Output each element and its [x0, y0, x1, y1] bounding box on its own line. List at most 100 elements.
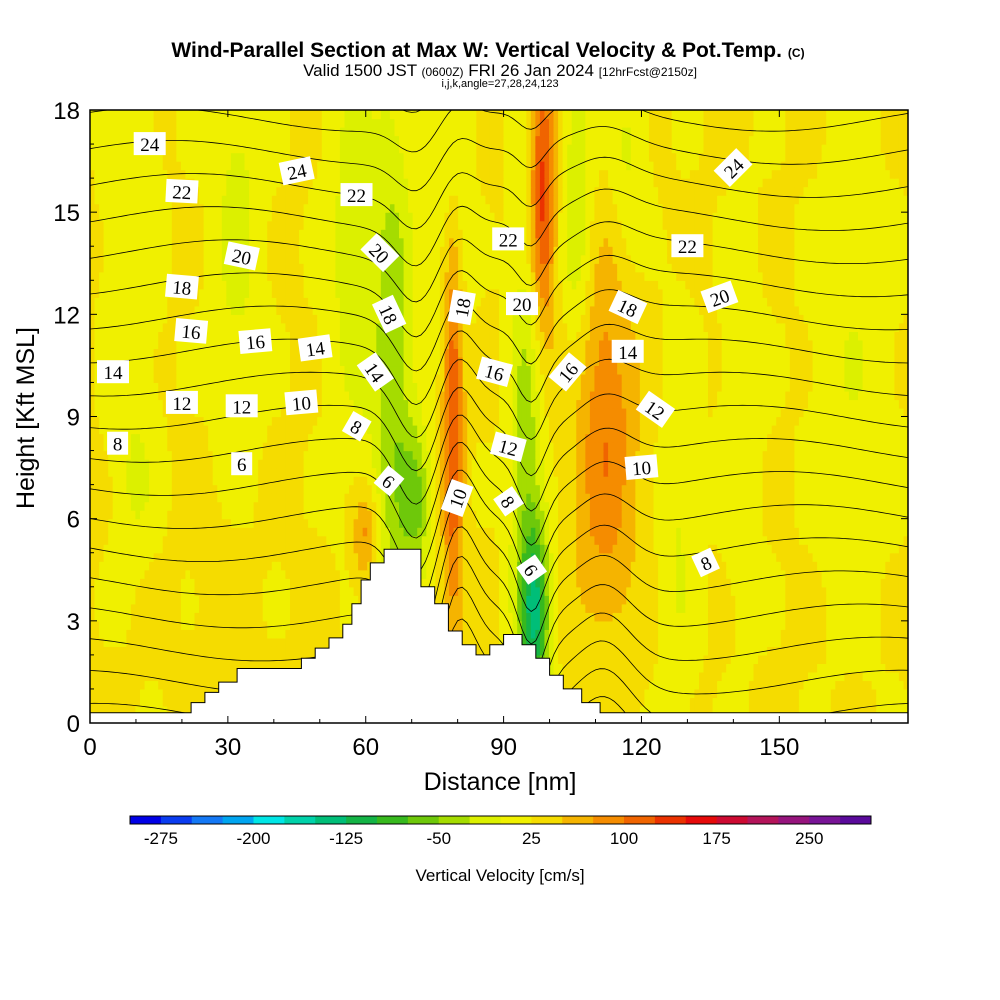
w-cell — [871, 595, 877, 605]
w-cell — [285, 552, 291, 562]
w-cell — [871, 620, 877, 630]
w-cell — [385, 510, 391, 520]
w-cell — [335, 544, 341, 554]
w-cell — [344, 501, 350, 511]
w-cell — [844, 705, 850, 716]
w-cell — [117, 629, 123, 639]
w-cell — [689, 629, 696, 639]
w-cell — [780, 501, 786, 511]
w-cell — [567, 663, 573, 673]
w-cell — [358, 561, 364, 571]
w-cell — [803, 561, 809, 571]
w-cell — [639, 535, 646, 545]
w-cell — [562, 680, 568, 690]
w-cell — [94, 493, 100, 503]
w-cell — [294, 484, 300, 494]
w-cell — [189, 595, 196, 605]
w-cell — [467, 578, 473, 588]
w-cell — [880, 637, 886, 647]
w-cell — [598, 654, 605, 664]
w-cell — [685, 544, 691, 554]
w-cell — [149, 569, 155, 579]
w-cell — [108, 654, 114, 664]
w-cell — [358, 510, 364, 520]
w-cell — [249, 552, 255, 562]
w-cell — [258, 646, 264, 656]
grid-index-line: i,j,k,angle=27,28,24,123 — [441, 78, 558, 90]
w-cell — [535, 620, 541, 630]
w-cell — [580, 620, 586, 630]
w-cell — [253, 586, 259, 596]
w-cell — [603, 688, 609, 699]
w-cell — [412, 518, 418, 528]
w-cell — [303, 569, 309, 579]
w-cell — [717, 493, 723, 503]
w-cell — [149, 654, 155, 664]
w-cell — [553, 663, 559, 673]
w-cell — [271, 561, 277, 571]
w-cell — [739, 654, 745, 664]
w-cell — [212, 663, 218, 673]
w-cell — [594, 569, 600, 579]
w-cell — [453, 561, 459, 571]
w-cell — [821, 629, 827, 639]
w-cell — [835, 697, 841, 707]
w-cell — [662, 595, 668, 605]
w-cell — [676, 637, 682, 647]
w-cell — [103, 654, 109, 664]
w-cell — [612, 612, 618, 622]
w-cell — [685, 612, 691, 622]
w-cell — [708, 493, 714, 503]
w-cell — [335, 552, 341, 562]
w-cell — [235, 510, 241, 520]
w-cell — [626, 705, 632, 716]
w-cell — [835, 595, 841, 605]
w-cell — [194, 484, 200, 494]
w-cell — [167, 561, 173, 571]
w-cell — [798, 510, 805, 520]
w-cell — [108, 501, 114, 511]
w-cell — [426, 484, 432, 494]
w-cell — [126, 552, 132, 562]
w-cell — [289, 535, 296, 545]
w-cell — [149, 697, 155, 707]
w-cell — [898, 535, 905, 545]
w-cell — [558, 535, 564, 545]
w-cell — [112, 535, 118, 545]
w-cell — [99, 603, 105, 613]
w-cell — [803, 518, 809, 528]
w-cell — [803, 654, 809, 664]
w-cell — [844, 493, 850, 503]
w-cell — [99, 688, 105, 699]
w-cell — [589, 578, 596, 588]
w-cell — [171, 654, 177, 664]
w-cell — [144, 527, 150, 537]
w-cell — [344, 595, 350, 605]
w-cell — [680, 510, 686, 520]
w-cell — [844, 646, 850, 656]
w-cell — [417, 527, 423, 537]
w-cell — [680, 484, 686, 494]
w-cell — [726, 680, 732, 690]
w-cell — [326, 527, 332, 537]
w-cell — [794, 688, 800, 699]
w-cell — [671, 646, 677, 656]
w-cell — [717, 654, 723, 664]
w-cell — [853, 637, 859, 647]
w-cell — [571, 561, 577, 571]
w-cell — [817, 518, 823, 528]
w-cell — [212, 620, 218, 630]
w-cell — [499, 595, 505, 605]
w-cell — [753, 637, 759, 647]
w-cell — [812, 603, 818, 613]
w-cell — [698, 527, 705, 537]
w-cell — [494, 629, 500, 639]
w-cell — [144, 595, 150, 605]
w-cell — [503, 484, 509, 494]
w-cell — [662, 697, 668, 707]
w-cell — [239, 646, 246, 656]
w-cell — [335, 527, 341, 537]
w-cell — [117, 620, 123, 630]
w-cell — [117, 569, 123, 579]
w-cell — [876, 663, 882, 673]
